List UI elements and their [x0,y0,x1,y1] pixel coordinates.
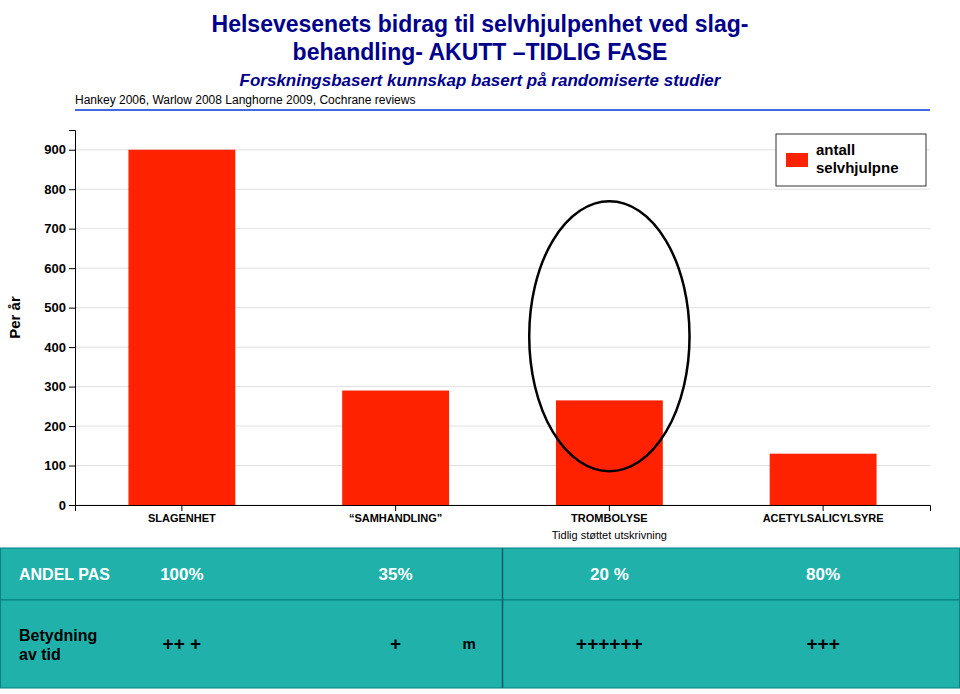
x-tick: “SAMHANDLING” [349,505,443,524]
tick-mark [69,466,75,467]
axis-line [69,131,76,506]
separator [75,109,930,111]
table-value: +++ [806,633,839,654]
table-divider [502,600,504,688]
y-axis-title: Per år [6,296,23,339]
tick-mark [823,505,824,511]
source: Hankey 2006, Warlow 2008 Langhorne 2009,… [75,93,415,107]
table-row: Betydningav tid++ +++++++++++m [1,600,960,688]
bar [770,454,877,505]
tick-mark [69,150,75,151]
y-tick: 200 [44,419,75,434]
y-tick-label: 700 [44,221,66,236]
highlight-ellipse [529,201,689,471]
table-value: 80% [806,565,840,584]
tick-mark [69,426,75,427]
y-tick: 0 [59,498,75,513]
y-tick: 100 [44,458,75,473]
table-cell [1,548,960,600]
x-tick-label: SLAGENHET [148,512,216,524]
tick-mark [69,387,75,388]
tick-mark [69,229,75,230]
table-row-label: ANDEL PAS [19,566,110,583]
x-tick-label: TROMBOLYSE [571,512,648,524]
tick-mark [69,505,75,506]
x-tick: ACETYLSALICYLSYRE [763,505,884,524]
annotation: Tidlig støttet utskrivning [552,529,667,541]
tick-mark [395,505,396,511]
y-tick: 500 [44,300,75,315]
table-divider [502,548,504,600]
y-axis: 0 100 200 300 400 500 600 700 800 900 [44,131,75,513]
plot: 0 100 200 300 400 500 600 700 800 900 SLAGENHET “SA… [44,131,930,542]
table-row-label: Betydningav tid [19,627,97,663]
tick-mark [69,347,75,348]
tick-mark [69,268,75,269]
x-tick: TROMBOLYSE [571,505,648,524]
tick-mark [69,189,75,190]
y-tick: 800 [44,182,75,197]
legend-label: antallselvhjulpne [816,141,899,176]
bar [556,400,663,505]
table-row: ANDEL PAS 100% 35% 20 % 80% [1,548,960,600]
bar [128,150,235,505]
legend-swatch [786,153,808,167]
table-cell [1,600,960,688]
table-value: ++ + [163,633,202,654]
y-tick: 900 [44,142,75,157]
bar [342,391,449,505]
legend: antallselvhjulpne [776,134,926,186]
table-value: 100% [160,565,203,584]
y-tick-label: 400 [44,340,66,355]
tick-mark [181,505,182,511]
axis-line [76,506,931,512]
table-value: 20 % [590,565,629,584]
x-tick-label: “SAMHANDLING” [349,512,443,524]
x-axis: SLAGENHET “SAMHANDLING” TROMBOLYSE ACETYLSA… [76,505,931,524]
y-tick-label: 200 [44,419,66,434]
grid [75,150,930,505]
y-tick-label: 300 [44,379,66,394]
y-tick: 400 [44,340,75,355]
table-note: m [462,635,475,652]
tick-mark [69,308,75,309]
y-tick-label: 600 [44,261,66,276]
title: Helsevesenets bidrag til selvhjulpenhet … [212,11,749,37]
bars [128,150,876,505]
tick-mark [609,505,610,511]
y-tick-label: 500 [44,300,66,315]
y-tick-label: 900 [44,142,66,157]
subtitle: Forskningsbasert kunnskap basert på rand… [240,71,722,90]
chart: Helsevesenets bidrag til selvhjulpenhet … [0,0,960,694]
table-value: 35% [379,565,413,584]
legend-box [776,134,926,186]
y-tick: 300 [44,379,75,394]
y-tick: 700 [44,221,75,236]
y-tick-label: 800 [44,182,66,197]
y-tick-label: 0 [59,498,66,513]
table-value: ++++++ [576,633,643,654]
table-value: + [390,633,401,654]
x-tick-label: ACETYLSALICYLSYRE [763,512,884,524]
y-tick: 600 [44,261,75,276]
x-tick: SLAGENHET [148,505,216,524]
y-tick-label: 100 [44,458,66,473]
title: behandling- AKUTT –TIDLIG FASE [293,39,668,65]
